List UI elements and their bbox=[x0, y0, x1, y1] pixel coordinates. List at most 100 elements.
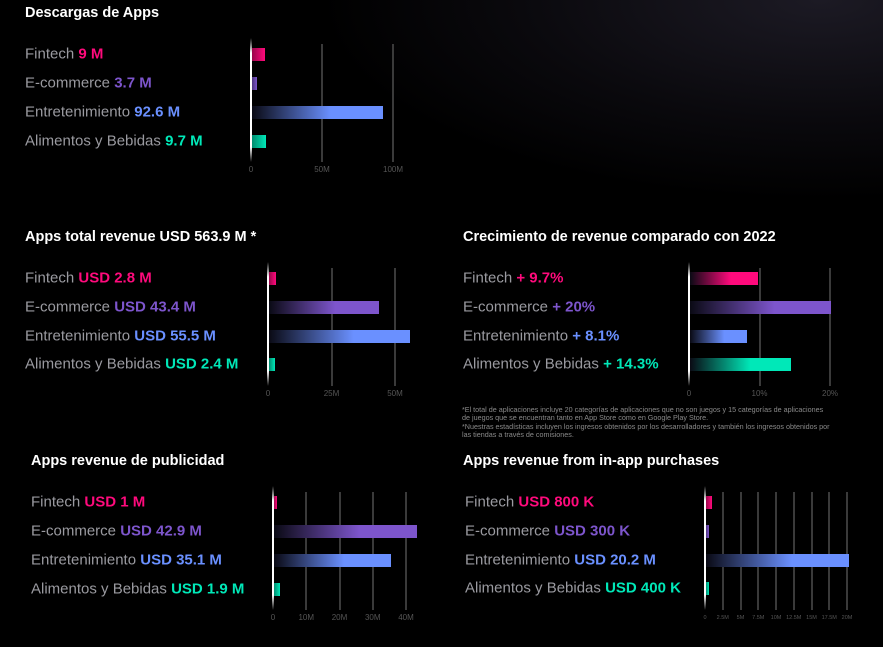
row-label: Fintech USD 800 K bbox=[465, 494, 594, 511]
tick-label: 10M bbox=[298, 613, 315, 622]
tick-label: 2.5M bbox=[716, 615, 729, 621]
footnote-line-2: *Nuestras estadísticas incluyen los ingr… bbox=[462, 421, 830, 440]
gridline bbox=[338, 492, 341, 610]
axis-line bbox=[688, 262, 690, 386]
value-label: USD 55.5 M bbox=[134, 327, 216, 345]
gridline bbox=[829, 268, 831, 386]
row-label: Entretenimiento USD 35.1 M bbox=[31, 552, 222, 569]
category-label: E-commerce bbox=[465, 522, 555, 540]
value-label: USD 35.1 M bbox=[140, 551, 222, 569]
tick-label: 40M bbox=[398, 613, 414, 622]
tick-label: 5M bbox=[736, 615, 745, 621]
category-label: E-commerce bbox=[25, 298, 115, 316]
bar bbox=[690, 301, 831, 314]
category-label: Entretenimiento bbox=[463, 327, 573, 345]
row-label: E-commerce USD 300 K bbox=[465, 523, 630, 540]
tick-label: 20M bbox=[841, 615, 853, 621]
category-label: E-commerce bbox=[31, 522, 121, 540]
row-label: Fintech USD 1 M bbox=[31, 494, 145, 511]
row-label: Alimentos y Bebidas 9.7 M bbox=[25, 133, 203, 150]
row-label: Fintech + 9.7% bbox=[463, 270, 563, 287]
gridline bbox=[739, 492, 742, 610]
value-label: USD 300 K bbox=[554, 522, 631, 540]
row-label: E-commerce + 20% bbox=[463, 299, 595, 316]
gridline bbox=[792, 492, 795, 610]
gridline bbox=[305, 492, 308, 610]
value-label: 92.6 M bbox=[134, 103, 181, 121]
bar bbox=[269, 330, 410, 343]
tick-label: 0 bbox=[265, 389, 271, 398]
bar bbox=[269, 301, 380, 314]
value-label: 3.7 M bbox=[114, 74, 152, 92]
category-label: Fintech bbox=[25, 269, 79, 287]
chart-title: Crecimiento de revenue comparado con 202… bbox=[463, 229, 776, 245]
bar bbox=[252, 48, 265, 61]
bar bbox=[690, 358, 791, 371]
tick-label: 0 bbox=[270, 613, 276, 622]
bar bbox=[706, 582, 709, 595]
gridline bbox=[757, 492, 760, 610]
gridline bbox=[321, 44, 323, 162]
gridline bbox=[394, 268, 396, 386]
row-label: Alimentos y Bebidas + 14.3% bbox=[463, 356, 659, 373]
tick-label: 12.5M bbox=[786, 615, 802, 621]
gridline bbox=[828, 492, 831, 610]
value-label: 9 M bbox=[78, 45, 104, 63]
row-label: Fintech 9 M bbox=[25, 46, 103, 63]
value-label: USD 400 K bbox=[605, 579, 681, 597]
axis-line bbox=[267, 262, 269, 386]
tick-label: 10% bbox=[751, 389, 768, 398]
gridline bbox=[392, 44, 394, 162]
footnote: *El total de aplicaciones incluye 20 cat… bbox=[462, 405, 832, 440]
value-label: USD 2.8 M bbox=[78, 269, 152, 287]
bar bbox=[269, 272, 277, 285]
category-label: Entretenimiento bbox=[31, 551, 141, 569]
bar bbox=[274, 554, 391, 567]
row-label: E-commerce USD 43.4 M bbox=[25, 299, 196, 316]
value-label: + 20% bbox=[552, 298, 596, 316]
gridline bbox=[371, 492, 374, 610]
bar bbox=[274, 525, 417, 538]
tick-label: 15M bbox=[806, 615, 817, 621]
tick-label: 20M bbox=[331, 613, 348, 622]
tick-label: 30M bbox=[364, 613, 381, 622]
category-label: Fintech bbox=[31, 493, 85, 511]
axis-line bbox=[250, 38, 252, 162]
row-label: E-commerce 3.7 M bbox=[25, 75, 152, 92]
row-label: Entretenimiento USD 55.5 M bbox=[25, 328, 216, 345]
bar bbox=[706, 525, 709, 538]
bar bbox=[706, 496, 712, 509]
tick-label: 20% bbox=[821, 389, 839, 398]
tick-label: 25M bbox=[323, 389, 340, 398]
value-label: + 8.1% bbox=[572, 327, 620, 345]
bar bbox=[690, 330, 748, 343]
value-label: + 9.7% bbox=[516, 269, 564, 287]
category-label: Alimentos y Bebidas bbox=[25, 355, 166, 373]
category-label: Fintech bbox=[465, 493, 519, 511]
tick-label: 7.5M bbox=[752, 615, 765, 621]
axis-line bbox=[272, 486, 274, 610]
bar bbox=[274, 583, 281, 596]
gridline bbox=[758, 268, 761, 386]
value-label: USD 2.4 M bbox=[165, 355, 239, 373]
category-label: E-commerce bbox=[463, 298, 553, 316]
bar bbox=[252, 77, 258, 90]
category-label: Alimentos y Bebidas bbox=[25, 132, 166, 150]
tick-label: 17.5M bbox=[821, 615, 837, 621]
bar bbox=[690, 272, 759, 285]
row-label: Fintech USD 2.8 M bbox=[25, 270, 152, 287]
value-label: 9.7 M bbox=[165, 132, 203, 150]
value-label: USD 43.4 M bbox=[114, 298, 196, 316]
category-label: Alimentos y Bebidas bbox=[463, 355, 604, 373]
chart-title: Apps total revenue USD 563.9 M * bbox=[25, 229, 257, 245]
category-label: Entretenimiento bbox=[25, 327, 135, 345]
gridline bbox=[775, 492, 777, 610]
axis-line bbox=[704, 486, 706, 610]
gridline bbox=[846, 492, 848, 610]
value-label: USD 1 M bbox=[84, 493, 146, 511]
tick-label: 50M bbox=[314, 165, 330, 174]
value-label: + 14.3% bbox=[603, 355, 659, 373]
value-label: USD 800 K bbox=[518, 493, 595, 511]
